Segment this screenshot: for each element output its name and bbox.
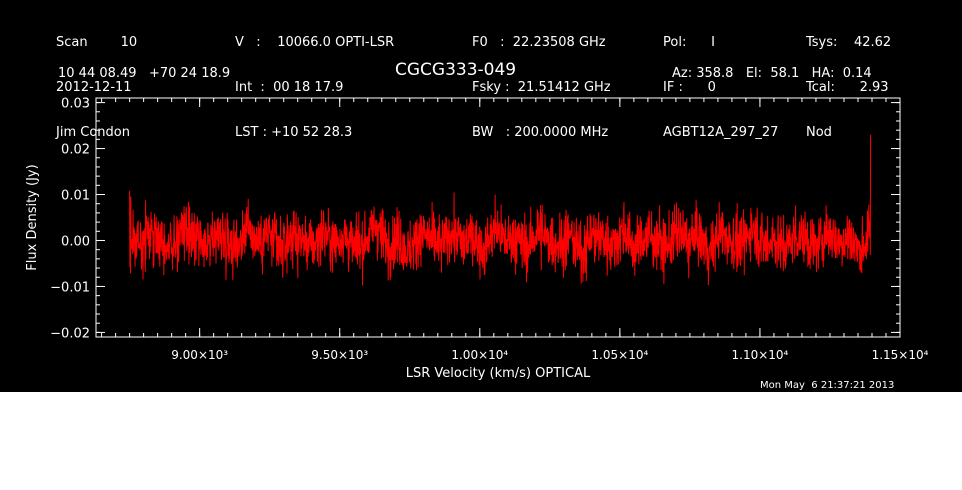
- y-tick-label: −0.01: [50, 280, 90, 295]
- y-tick-label: 0.02: [61, 143, 90, 158]
- observer-name: Jim Condon: [56, 125, 130, 140]
- switching-mode: Nod: [806, 125, 832, 140]
- spectrum-chart: −0.02 −0.01 0.00 0.01 0.02 0.03 9.00×10³ 9.50×1…: [25, 97, 929, 381]
- header-col5: Tsys: 42.62 Tcal: 2.93 Nod: [806, 5, 891, 170]
- sky-frequency: Fsky : 21.51412 GHz: [472, 80, 611, 95]
- x-tick-label: 1.05×10⁴: [591, 348, 648, 362]
- scan-number: Scan 10: [56, 35, 138, 50]
- x-tick-label: 1.00×10⁴: [451, 348, 508, 362]
- tsys-value: Tsys: 42.62: [806, 35, 892, 50]
- x-tick-label: 1.15×10⁴: [872, 348, 929, 362]
- velocity-label: V : 10066.0 OPTI-LSR: [235, 35, 395, 50]
- y-tick-label: 0.01: [61, 189, 90, 204]
- rest-frequency: F0 : 22.23508 GHz: [472, 35, 606, 50]
- spectrum-trace: [129, 134, 872, 286]
- polarization: Pol: I: [663, 35, 715, 50]
- x-tick-label: 9.00×10³: [171, 348, 228, 362]
- bandwidth: BW : 200.0000 MHz: [472, 125, 609, 140]
- source-coordinates: 10 44 08.49 +70 24 18.9: [58, 66, 231, 81]
- header-col2: V : 10066.0 OPTI-LSR Int : 00 18 17.9 LS…: [235, 5, 394, 170]
- spectrum-trace-group: [129, 134, 872, 286]
- x-axis-label: LSR Velocity (km/s) OPTICAL: [406, 366, 591, 381]
- plot-panel: Scan 10 2012-12-11 Jim Condon V : 10066.…: [0, 0, 962, 392]
- y-tick-label: 0.03: [61, 97, 90, 112]
- x-tick-label: 1.10×10⁴: [732, 348, 789, 362]
- axes-group: −0.02 −0.01 0.00 0.01 0.02 0.03 9.00×10³ 9.50×1…: [50, 97, 928, 362]
- header-col4: Pol: I IF : 0 AGBT12A_297_27: [663, 5, 778, 170]
- y-tick-label: −0.02: [50, 326, 90, 341]
- y-axis-label: Flux Density (Jy): [25, 164, 40, 270]
- lst-value: LST : +10 52 28.3: [235, 125, 353, 140]
- integration-time: Int : 00 18 17.9: [235, 80, 344, 95]
- plot-frame: [95, 97, 901, 338]
- pointing-info: Az: 358.8 El: 58.1 HA: 0.14: [672, 66, 872, 81]
- x-tick-label: 9.50×10³: [311, 348, 368, 362]
- tcal-value: Tcal: 2.93: [806, 80, 889, 95]
- source-name: CGCG333-049: [395, 60, 517, 80]
- y-tick-label: 0.00: [61, 234, 90, 249]
- plot-timestamp: Mon May 6 21:37:21 2013: [760, 380, 895, 391]
- header-col3: F0 : 22.23508 GHz Fsky : 21.51412 GHz BW…: [472, 5, 611, 170]
- if-number: IF : 0: [663, 80, 716, 95]
- observation-date: 2012-12-11: [56, 80, 132, 95]
- project-id: AGBT12A_297_27: [663, 125, 779, 140]
- header-col1: Scan 10 2012-12-11 Jim Condon: [56, 5, 137, 170]
